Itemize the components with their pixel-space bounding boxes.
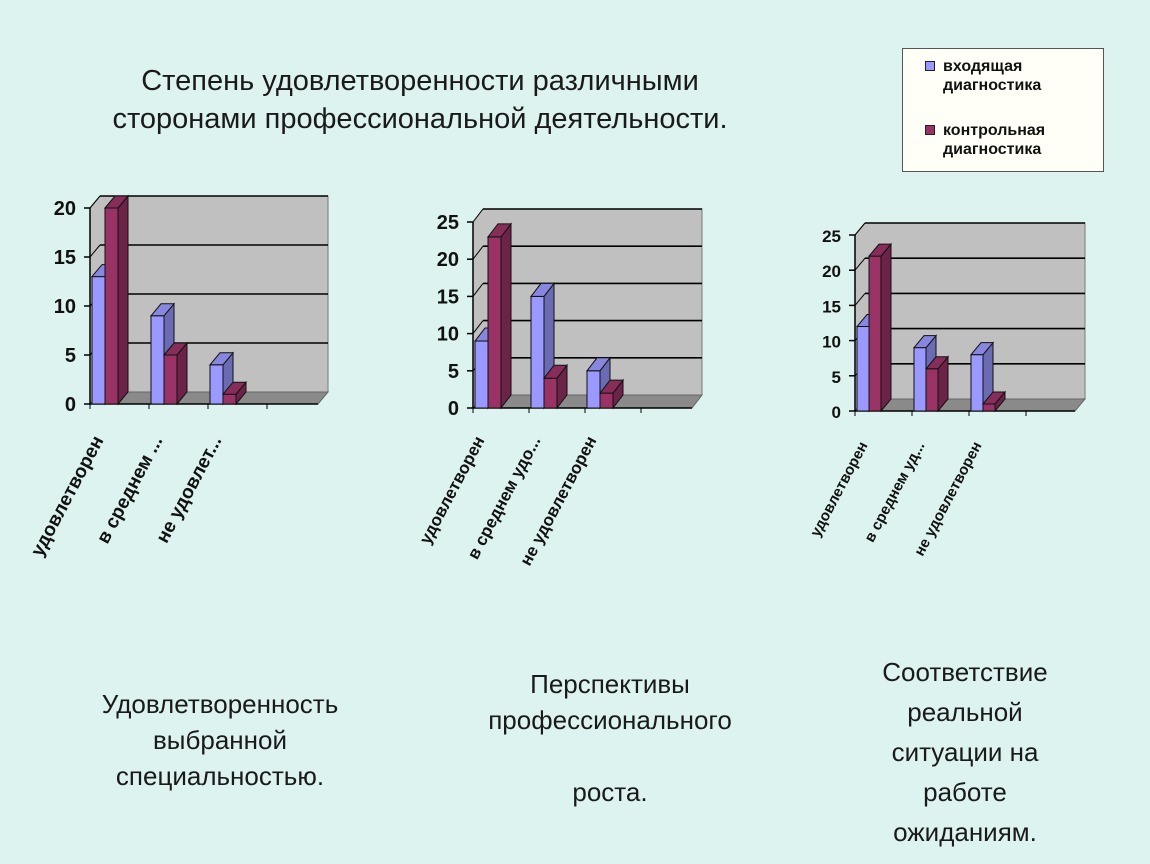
chart-2-bar-control-1-side	[500, 222, 512, 410]
caption-1-line-3: специальностью.	[115, 761, 325, 791]
legend-swatch-control	[925, 125, 935, 135]
chart-1-bar-control-1-side	[117, 194, 129, 406]
caption-2-line-4: роста.	[572, 777, 648, 807]
chart-1-bar-incoming-3-top	[208, 352, 235, 366]
chart-2-y-tick-label: 0	[448, 398, 459, 420]
caption-3-line-5: ожиданиям.	[893, 817, 1037, 847]
chart-1-bar-incoming-2-top	[149, 303, 176, 317]
chart-1-bar-control-1-top	[103, 195, 130, 209]
caption-1-line-2: выбранной	[152, 725, 287, 755]
caption-3-line-3: ситуации на	[891, 737, 1039, 767]
legend-item-control: контрольная диагностика	[925, 121, 1103, 159]
caption-3-line-4: работе	[923, 777, 1007, 807]
chart-2-bar-control-1-top	[486, 223, 513, 238]
legend-label-control-1: контрольная	[943, 122, 1046, 139]
caption-2-line-1: Перспективы	[530, 669, 690, 699]
chart-1-y-tick-label: 5	[65, 345, 76, 367]
chart-1-bar-incoming-1	[91, 276, 106, 405]
chart-3-y-tick-label: 0	[832, 403, 841, 422]
caption-1-line-1: Удовлетворенность	[101, 689, 339, 719]
caption-2-line-2: профессионального	[488, 705, 732, 735]
chart-3-y-tick-label: 20	[822, 262, 841, 281]
chart-3-bar-control-2-top	[924, 356, 950, 370]
slide-title: Степень удовлетворенности различными сто…	[40, 62, 800, 138]
chart-3-bar-control-1-side	[880, 242, 892, 413]
legend-label-control-2: диагностика	[943, 141, 1042, 158]
caption-3-line-2: реальной	[907, 697, 1023, 727]
chart-3-gridline-side	[854, 222, 866, 236]
caption-chart-1: Удовлетворенность выбранной специальност…	[60, 686, 380, 794]
chart-3-y-tick-label: 10	[822, 333, 841, 352]
chart-2-bar-incoming-3	[586, 370, 601, 409]
chart-2-y-tick-label: 20	[437, 249, 459, 271]
chart-2-bar-incoming-3-top	[585, 357, 612, 372]
chart-1-bar-incoming-3	[209, 364, 224, 405]
chart-1-gridline-side	[89, 195, 101, 209]
caption-chart-2: Перспективы профессионального роста.	[440, 666, 780, 810]
chart-2-y-tick-label: 5	[448, 361, 459, 383]
caption-2-line-3	[440, 738, 780, 774]
chart-3-bar-incoming-1	[856, 326, 870, 412]
chart-1-y-tick-label: 0	[65, 394, 76, 416]
chart-1-bar-control-3-top	[221, 381, 248, 395]
chart-2-bar-incoming-2	[530, 295, 545, 409]
chart-1-y-tick-label: 20	[54, 198, 76, 220]
chart-3-bar-incoming-3-top	[969, 342, 995, 356]
chart-2-bar-control-2	[543, 377, 558, 409]
title-line-1: Степень удовлетворенности различными	[141, 65, 699, 97]
chart-2-gridline-side	[472, 320, 484, 334]
chart-3-bar-control-1-top	[867, 243, 893, 257]
chart-2-y-tick-label: 10	[437, 324, 459, 346]
chart-3-bar-control-3-top	[981, 391, 1007, 405]
chart-3-bar-incoming-2-top	[912, 335, 938, 349]
legend-label-incoming-1: входящая	[943, 58, 1023, 75]
chart-2-gridline-side	[472, 283, 484, 297]
chart-3-gridline-side	[854, 257, 866, 271]
chart-3-bar-control-1	[868, 255, 882, 412]
chart-1-bar-control-1	[104, 207, 119, 405]
title-line-2: сторонами профессиональной деятельности.	[112, 103, 728, 135]
chart-3-gridline-side	[854, 293, 866, 306]
chart-1-bar-control-3	[222, 393, 237, 405]
caption-3-line-1: Соответствие	[882, 657, 1048, 687]
chart-2-bar-incoming-1	[474, 340, 489, 409]
chart-2-y-tick-label: 15	[437, 286, 459, 308]
chart-2-bar-control-1	[487, 236, 502, 409]
chart-1-y-tick-label: 10	[54, 296, 76, 318]
chart-2-bar-control-3	[599, 392, 614, 409]
chart-3-bar-control-2	[925, 368, 939, 412]
chart-2-bar-control-2-top	[542, 364, 569, 379]
chart-1-bar-control-2-top	[162, 342, 189, 356]
chart-2-bar-control-3-top	[598, 379, 625, 394]
chart-3-y-tick-label: 5	[832, 368, 841, 387]
chart-3-bar-control-3	[982, 403, 996, 412]
chart-2-y-tick-label: 25	[437, 212, 459, 234]
legend-item-incoming: входящая диагностика	[925, 57, 1103, 95]
chart-3-y-tick-label: 15	[822, 297, 841, 316]
caption-chart-3: Соответствие реальной ситуации на работе…	[830, 652, 1100, 852]
chart-2-bar-incoming-2-top	[529, 282, 556, 297]
chart-2-gridline-side	[472, 208, 484, 223]
chart-3-category-label: в среднем уд...	[861, 439, 928, 545]
chart-3-category-label: удовлетворен	[807, 439, 871, 540]
chart-3-bar-incoming-2	[913, 347, 927, 412]
chart-1-bar-control-2	[163, 354, 178, 405]
chart-1-y-tick-label: 15	[54, 247, 76, 269]
chart-1-category-label: удовлетворен	[27, 432, 108, 560]
legend-swatch-incoming	[925, 61, 935, 71]
chart-1-gridline-side	[89, 244, 101, 258]
chart-legend: входящая диагностика контрольная диагнос…	[902, 48, 1104, 172]
legend-label-incoming-2: диагностика	[943, 77, 1042, 94]
chart-2-gridline-side	[472, 245, 484, 260]
chart-1-bar-incoming-2	[150, 315, 165, 405]
chart-3-bar-incoming-3	[970, 354, 984, 412]
chart-3-y-tick-label: 25	[822, 227, 841, 246]
